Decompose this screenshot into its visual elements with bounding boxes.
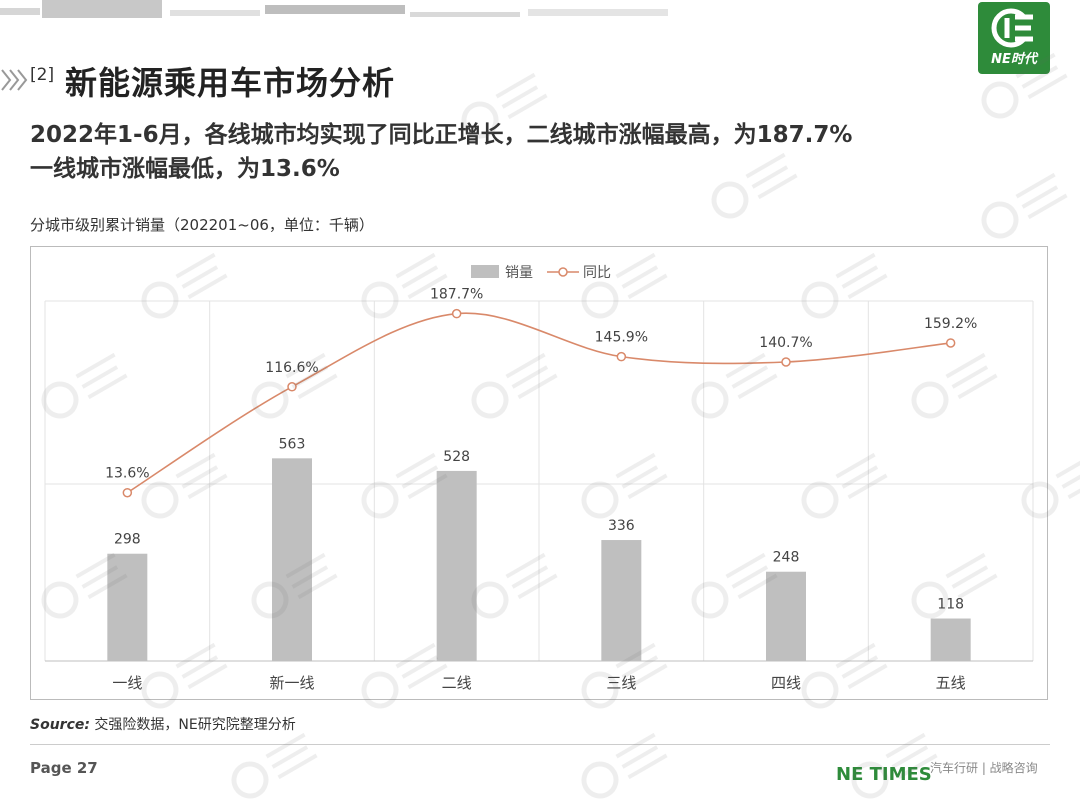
line-label: 187.7%	[430, 287, 483, 303]
x-tick-label: 四线	[771, 674, 801, 692]
x-tick-label: 三线	[606, 674, 636, 692]
source-text: 交强险数据，NE研究院整理分析	[94, 717, 296, 733]
source-note: Source: 交强险数据，NE研究院整理分析	[30, 714, 296, 734]
bar-label: 528	[443, 449, 470, 465]
bar-label: 248	[773, 550, 800, 566]
chart: 销量 同比 298 一线 563 新一线 528 二线 336 三线 248 四线 118 五线 13.6%…	[44, 265, 1034, 692]
x-tick-label: 二线	[442, 674, 472, 692]
footer-divider	[30, 744, 1050, 745]
chart-container: 销量 同比 298 一线 563 新一线 528 二线 336 三线 248 四线 118 五线 13.6%…	[30, 246, 1048, 700]
bar-二线	[436, 470, 477, 661]
legend-bar-label: 销量	[505, 265, 533, 281]
bar-label: 298	[114, 532, 141, 548]
line-point	[945, 338, 956, 348]
ne-times-logo: NE时代	[978, 2, 1050, 74]
x-tick-label: 一线	[112, 674, 142, 692]
line-series-yoy	[126, 312, 951, 494]
line-point	[287, 382, 297, 392]
line-label: 145.9%	[595, 330, 648, 346]
line-label: 159.2%	[924, 316, 977, 332]
footer-brand: NE TIMES	[836, 764, 932, 785]
bar-label: 118	[937, 597, 964, 613]
chevron-icon	[1, 69, 28, 91]
bar-四线	[766, 571, 806, 661]
footer-slogan: 汽车行研 | 战略咨询	[930, 761, 1038, 775]
chart-subtitle: 分城市级别累计销量（202201~06，单位：千辆）	[30, 216, 374, 234]
decorative-top-bars	[0, 0, 668, 18]
section-number: [2]	[30, 65, 55, 85]
bar-一线	[107, 553, 148, 661]
line-point	[451, 308, 462, 319]
headline-line-2: 一线城市涨幅最低，为13.6%	[30, 156, 340, 182]
source-label: Source:	[30, 717, 90, 733]
line-point	[781, 357, 791, 367]
line-point	[122, 487, 133, 498]
x-tick-label: 新一线	[269, 674, 314, 692]
page-number: Page 27	[30, 759, 98, 777]
legend-line-marker	[558, 267, 568, 277]
headline: 2022年1-6月，各线城市均实现了同比正增长，二线城市涨幅最高，为187.7%…	[30, 118, 1030, 186]
line-point	[616, 351, 627, 362]
watermark-logo-icon	[581, 732, 668, 799]
bar-五线	[930, 618, 971, 661]
bar-新一线	[272, 458, 312, 661]
legend-bar-swatch	[471, 265, 499, 278]
page-title: 新能源乘用车市场分析	[65, 64, 396, 102]
legend-line-label: 同比	[583, 265, 611, 281]
bar-label: 563	[279, 436, 306, 452]
ne-logo-icon	[991, 8, 1035, 48]
line-label: 13.6%	[105, 466, 149, 482]
bar-三线	[601, 540, 642, 661]
x-tick-label: 五线	[936, 674, 966, 692]
logo-text: NE时代	[991, 52, 1037, 67]
line-label: 116.6%	[265, 360, 318, 376]
bar-label: 336	[608, 518, 635, 534]
line-label: 140.7%	[759, 335, 812, 351]
watermark-logo-icon	[231, 732, 318, 799]
headline-line-1: 2022年1-6月，各线城市均实现了同比正增长，二线城市涨幅最高，为187.7%	[30, 122, 853, 148]
